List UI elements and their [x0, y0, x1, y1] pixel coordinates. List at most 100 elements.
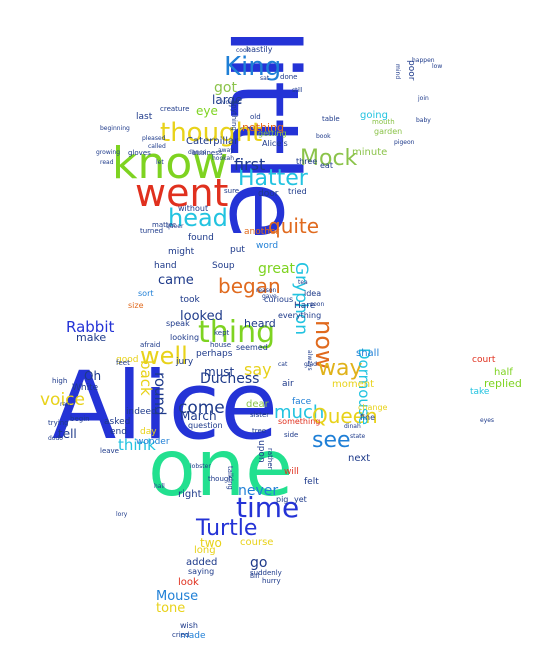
cloud-word: air [282, 379, 294, 389]
cloud-word: first [234, 155, 266, 174]
cloud-word: Gryphon [291, 262, 311, 335]
cloud-word: baby [416, 117, 431, 124]
cloud-word: tea [298, 279, 308, 286]
cloud-word: yet [294, 495, 307, 504]
cloud-word: eye [196, 104, 218, 118]
cloud-word: mind [394, 64, 401, 80]
cloud-word: indeed [126, 407, 157, 417]
cloud-word: word [256, 241, 279, 251]
cloud-word: glad [304, 361, 317, 368]
cloud-word: end [110, 427, 127, 437]
cloud-word: go [250, 555, 268, 571]
cloud-word: minute [352, 147, 388, 158]
cloud-word: done [280, 73, 298, 81]
cloud-word: got [214, 80, 237, 96]
cloud-word: Soup [212, 261, 235, 271]
cloud-word: Hare [294, 301, 316, 311]
cloud-word: looked [180, 309, 223, 324]
cloud-word: happen [412, 57, 435, 64]
cloud-word: though [208, 475, 233, 483]
cloud-word: speak [166, 319, 190, 328]
cloud-word: face [292, 397, 312, 407]
cloud-word: reason [256, 287, 277, 294]
cloud-word: quite [268, 214, 320, 238]
cloud-word: state [350, 433, 366, 440]
cloud-word: little [208, 28, 318, 241]
cloud-word: tell [58, 427, 77, 441]
cloud-word: Dormouse [355, 348, 373, 425]
cloud-word: beginning [100, 125, 130, 132]
cloud-word: anything [230, 100, 238, 131]
cloud-word: dodo [48, 435, 63, 442]
cloud-word: say [244, 360, 272, 379]
cloud-word: still [292, 87, 303, 94]
cloud-word: pig [276, 495, 289, 504]
cloud-word: high [52, 377, 68, 385]
cloud-word: heard [244, 317, 276, 330]
cloud-word: put [230, 245, 245, 255]
cloud-word: garden [374, 127, 403, 136]
cloud-word: added [186, 557, 218, 568]
cloud-word: hastily [246, 45, 273, 54]
cloud-word: pigeon [394, 139, 415, 146]
cloud-word: something [278, 417, 321, 426]
cloud-word: Mock [300, 146, 358, 171]
cloud-word: dear [246, 399, 269, 410]
cloud-word: house [210, 341, 232, 349]
cloud-word: door [258, 189, 279, 199]
cloud-word: feet [116, 359, 130, 367]
cloud-word: Oh [84, 369, 102, 383]
cloud-word: came [158, 273, 194, 288]
cloud-word: began [218, 274, 281, 298]
cloud-word: soon [310, 301, 325, 308]
cloud-word: Caterpillar [186, 136, 239, 147]
cloud-word: right [178, 489, 202, 500]
cloud-word: sort [138, 289, 154, 298]
cloud-word: mouth [372, 118, 395, 126]
cloud-word: made [180, 631, 206, 641]
cloud-word: moment [332, 379, 375, 390]
cloud-word: going [360, 110, 388, 121]
cloud-word: hookah [212, 155, 234, 162]
cloud-word: let [156, 159, 164, 166]
cloud-word: hall [154, 483, 165, 490]
cloud-word: tried [288, 187, 307, 196]
cloud-word: perhaps [196, 349, 233, 359]
cloud-word: sure [224, 187, 240, 195]
cloud-word: tone [156, 601, 186, 616]
cloud-word: kept [214, 329, 230, 337]
cloud-word: begin [70, 415, 90, 423]
cloud-word: question [188, 421, 223, 430]
cloud-word: table [322, 115, 340, 123]
cloud-word: must [204, 365, 235, 379]
cloud-word: cat [278, 361, 288, 368]
cloud-word: join [418, 95, 429, 102]
cloud-word: curious [264, 295, 294, 304]
cloud-word: without [178, 204, 209, 213]
cloud-word: three [296, 157, 318, 166]
cloud-word: eyes [480, 417, 495, 424]
cloud-word: never [238, 483, 279, 499]
cloud-word: Rabbit [66, 318, 115, 336]
cloud-word: hurry [262, 577, 281, 585]
cloud-word: dance [188, 149, 207, 156]
cloud-word: getting [258, 129, 287, 138]
cloud-word: wish [180, 621, 199, 630]
cloud-word: poor [406, 60, 416, 81]
cloud-word: rather [266, 448, 274, 470]
cloud-word: Hatter [238, 166, 308, 191]
cloud-word: now [310, 320, 338, 370]
cloud-word: leave [100, 447, 119, 455]
cloud-word: growing [96, 149, 120, 156]
cloud-word: back [137, 360, 155, 396]
cloud-word: jury [176, 357, 194, 367]
cloud-word: fine [360, 413, 376, 422]
cloud-word: day [140, 427, 157, 437]
cloud-word: thought [160, 118, 263, 148]
cloud-word: will [284, 467, 299, 477]
cloud-word: March [180, 409, 217, 423]
cloud-word: might [168, 247, 195, 257]
cloud-word: sat [260, 75, 270, 82]
cloud-word: good [116, 355, 139, 365]
cloud-word: court [472, 355, 496, 365]
